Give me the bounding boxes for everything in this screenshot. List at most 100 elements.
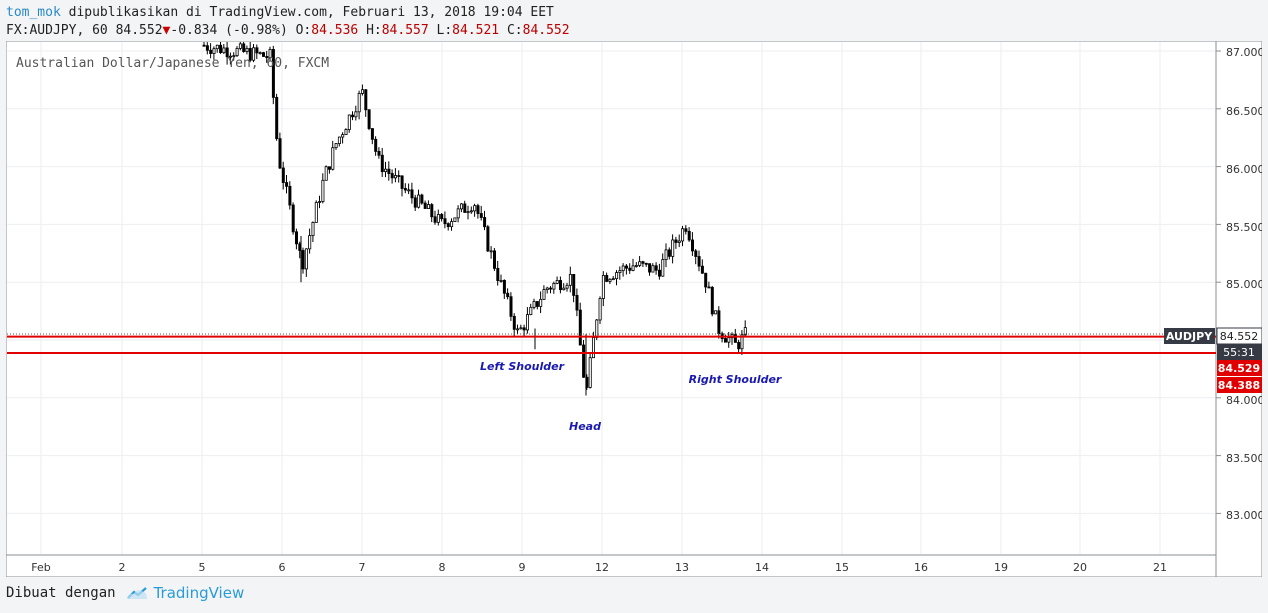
candle-body [727, 337, 731, 343]
candle-body [694, 250, 698, 257]
candle-body [489, 250, 493, 253]
candle-body [242, 43, 246, 52]
chart-area[interactable]: Australian Dollar/Japanese Yen, 60, FXCM… [5, 40, 1265, 578]
candle-body [311, 222, 315, 237]
candle-body [446, 223, 450, 228]
grid-lines [7, 42, 1221, 554]
candle-body [426, 204, 430, 209]
candle-body [648, 263, 652, 273]
time-tick-label: 20 [1073, 561, 1087, 574]
candle-body [539, 298, 543, 307]
candle-body [710, 287, 714, 315]
candle-body [202, 44, 206, 47]
price-tick-label: 85.000 [1226, 278, 1262, 291]
candle-body [469, 210, 473, 213]
candle-body [219, 44, 223, 54]
candle-body [687, 230, 691, 241]
candle-body [592, 337, 596, 359]
candle-body [717, 310, 721, 335]
candle-body [387, 168, 391, 174]
candle-body [245, 48, 249, 52]
last-price: 84.552 [115, 23, 163, 38]
price-axis[interactable] [1215, 40, 1263, 578]
low-label: L: [436, 23, 453, 38]
candle-body [532, 301, 536, 308]
time-tick-label: 9 [519, 561, 526, 574]
candle-body [360, 89, 364, 94]
candle-body [559, 280, 563, 291]
price-badge: 84.552 [1220, 330, 1259, 343]
countdown-badge: 55:31 [1223, 346, 1255, 359]
candle-body [318, 201, 322, 203]
time-axis[interactable] [5, 554, 1217, 578]
candle-body [436, 214, 440, 223]
candle-body [555, 280, 559, 284]
head-label: Head [569, 420, 601, 433]
candle-body [209, 49, 213, 54]
candle-body [582, 344, 586, 378]
candle-body [740, 334, 744, 350]
candle-body [225, 47, 229, 58]
candle-body [327, 166, 331, 170]
candle-body [393, 175, 397, 179]
candle-body [667, 249, 671, 257]
candle-body [430, 204, 434, 218]
candle-body [542, 289, 546, 300]
open-value: 84.536 [311, 23, 359, 38]
countdown-badge-bg [1217, 344, 1262, 360]
candle-body [410, 189, 414, 199]
high-label: H: [366, 23, 382, 38]
candle-body [304, 248, 308, 270]
close-label: C: [506, 23, 523, 38]
candle-body [291, 204, 295, 233]
candle-body [294, 231, 298, 245]
candle-body [654, 265, 658, 271]
candle-body [677, 240, 681, 243]
candle-body [288, 185, 292, 206]
candle-body [265, 56, 269, 59]
candle-body [651, 265, 655, 273]
tradingview-logo[interactable]: TradingView [126, 584, 244, 602]
made-with-label: Dibuat dengan [6, 585, 116, 601]
price-tick-label: 87.000 [1226, 46, 1262, 59]
candle-body [704, 272, 708, 288]
candle-body [440, 214, 444, 220]
candle-body [578, 309, 582, 346]
candle-body [598, 298, 602, 321]
candle-body [621, 265, 625, 272]
time-tick-label: 6 [279, 561, 286, 574]
candle-body [595, 319, 599, 338]
candle-body [278, 138, 282, 169]
candle-body [364, 89, 368, 111]
candle-body [562, 287, 566, 291]
plot-area[interactable] [5, 40, 1217, 556]
candle-body [476, 205, 480, 214]
candle-body [707, 286, 711, 289]
price-change: -0.834 (-0.98%) [170, 23, 288, 38]
candle-body [463, 203, 467, 213]
candle-body [535, 301, 539, 307]
candle-body [545, 287, 549, 290]
candle-body [605, 275, 609, 282]
candle-body [625, 265, 629, 269]
candle-body [473, 205, 477, 212]
candle-body [456, 208, 460, 219]
price-chart[interactable]: Australian Dollar/Japanese Yen, 60, FXCM… [5, 40, 1265, 578]
candle-body [215, 44, 219, 50]
candle-body [252, 47, 256, 61]
candle-body [347, 114, 351, 130]
publish-info: tom_mok dipublikasikan di TradingView.co… [6, 5, 554, 20]
candle-body [611, 278, 615, 281]
author-link[interactable]: tom_mok [6, 5, 61, 20]
symbol-price-badge[interactable]: AUDJPY 84.552 [1164, 327, 1263, 345]
candle-body [664, 249, 668, 261]
price-tick-label: 83.000 [1226, 509, 1262, 522]
time-tick-label: 2 [119, 561, 126, 574]
candle-body [403, 188, 407, 191]
candle-body [526, 314, 530, 331]
candle-body [572, 274, 576, 296]
candle-body [506, 292, 510, 298]
candle-body [433, 216, 437, 223]
candle-body [638, 261, 642, 266]
candle-body [351, 114, 355, 118]
